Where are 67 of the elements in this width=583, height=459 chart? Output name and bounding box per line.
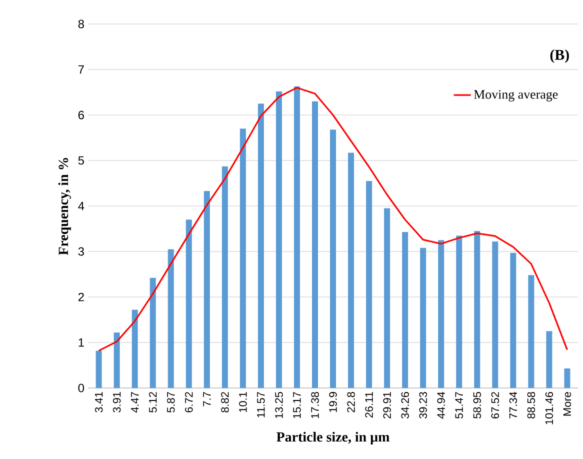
y-tick-label: 6 [78, 110, 84, 120]
bar [438, 240, 444, 388]
x-tick-label: 51.47 [455, 392, 463, 419]
x-tick-label: 3.41 [94, 392, 103, 412]
annotation: (B) [550, 49, 569, 63]
x-tick-label: 4.47 [131, 392, 139, 413]
y-tick-label: 3 [78, 247, 84, 256]
x-tick-label: 17.38 [311, 392, 319, 418]
bar [492, 241, 498, 388]
x-tick-label: More [563, 392, 572, 416]
y-axis-title: Frequency, in % [58, 158, 71, 256]
bar [546, 331, 552, 388]
bar [564, 368, 570, 388]
y-tick-label: 0 [78, 384, 84, 392]
bar [96, 350, 102, 388]
x-axis-title: Particle size, in µm [276, 432, 390, 445]
bar [114, 332, 120, 388]
x-tick-label: 67.52 [491, 392, 500, 418]
bar [240, 128, 246, 388]
bar [150, 278, 156, 388]
x-tick-label: 6.72 [185, 392, 193, 412]
x-tick-label: 3.91 [112, 392, 121, 412]
y-tick-label: 8 [78, 20, 84, 28]
x-tick-label: 11.57 [257, 392, 265, 418]
x-tick-label: 22.8 [347, 392, 355, 412]
bar [312, 101, 318, 388]
x-tick-label: 88.58 [527, 392, 536, 418]
y-tick-label: 5 [78, 156, 84, 165]
x-tick-label: 58.95 [473, 392, 482, 419]
x-tick-label: 10.1 [239, 392, 247, 412]
y-tick-label: 7 [78, 65, 84, 74]
bar [186, 220, 192, 388]
bar [222, 166, 228, 388]
bar [528, 275, 534, 388]
x-tick-label: 13.25 [275, 392, 283, 418]
x-tick-label: 26.11 [365, 392, 373, 418]
y-tick-label: 1 [78, 338, 84, 347]
bar [294, 86, 300, 388]
bar [402, 232, 408, 388]
x-tick-label: 34.26 [401, 392, 409, 419]
x-tick-label: 101.46 [545, 392, 554, 424]
y-tick-label: 2 [78, 292, 84, 302]
x-tick-label: 7.7 [203, 392, 211, 406]
bar [420, 248, 426, 388]
bar [168, 249, 174, 388]
bar [510, 252, 516, 388]
bar [204, 190, 210, 388]
bar [132, 310, 138, 388]
bar [366, 180, 372, 388]
y-tick-label: 4 [78, 202, 84, 210]
x-tick-label: 29.91 [383, 392, 391, 418]
bar [384, 208, 390, 388]
x-tick-label: 15.17 [293, 392, 301, 418]
x-tick-label: 8.82 [221, 392, 229, 412]
x-tick-label: 77.34 [509, 392, 518, 418]
x-tick-label: 5.87 [167, 392, 175, 412]
bar [456, 236, 462, 388]
bar [276, 91, 282, 388]
x-tick-label: 44.94 [437, 392, 445, 419]
x-tick-label: 5.12 [148, 392, 157, 412]
bar [348, 152, 354, 388]
x-tick-label: 19.9 [329, 392, 337, 412]
x-tick-label: 39.23 [419, 392, 427, 419]
bar [258, 104, 264, 388]
legend-label: Moving average [474, 90, 558, 102]
bar [474, 231, 480, 388]
bar [330, 130, 336, 388]
